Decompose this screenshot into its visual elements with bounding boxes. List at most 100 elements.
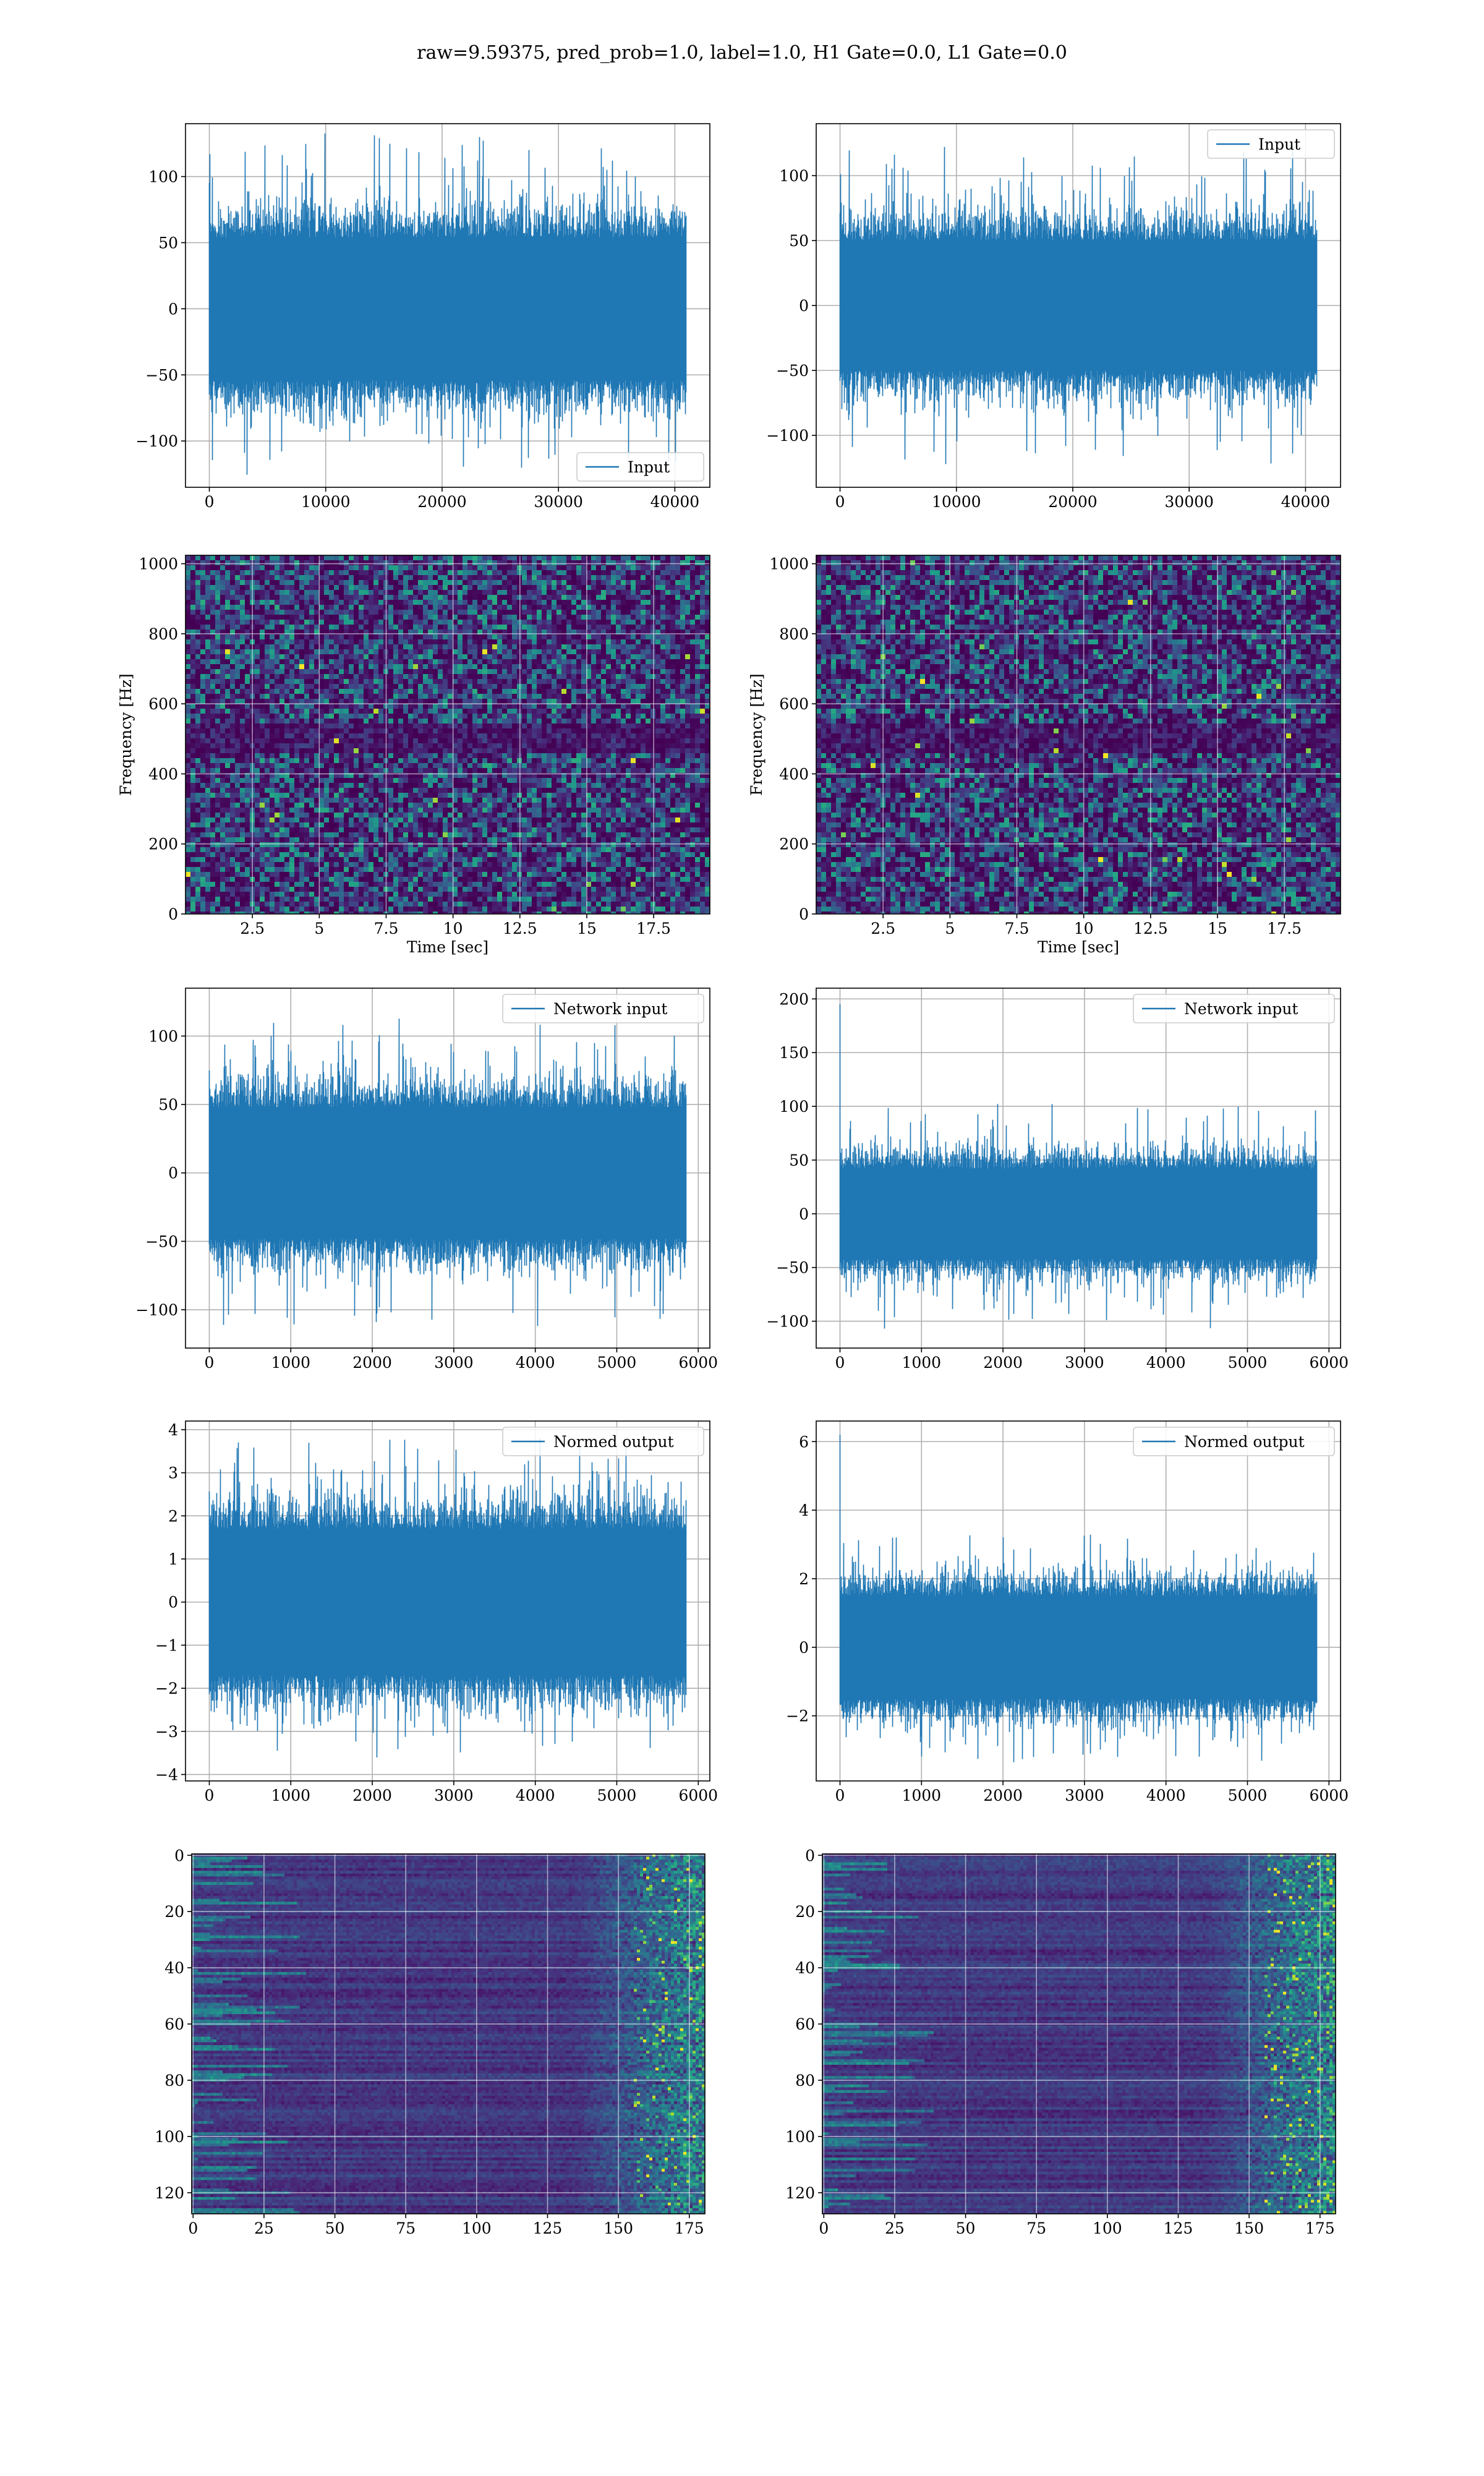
legend-label: Network input (553, 1000, 667, 1018)
xtick-label-p1: 10000 (301, 493, 351, 511)
xtick-label-p2: 40000 (1281, 493, 1331, 511)
xtick-label-p7: 2000 (352, 1787, 392, 1804)
ytick-label-p5: 100 (148, 1027, 178, 1045)
ytick-label-p6: −50 (776, 1259, 809, 1277)
xtick-label-p8: 2000 (983, 1787, 1023, 1804)
ytick-label-p5: −100 (135, 1301, 178, 1319)
xtick-label-p8: 0 (835, 1787, 845, 1804)
series-core-p6 (840, 1171, 1316, 1257)
xtick-label-p6: 0 (835, 1354, 845, 1372)
xtick-label-p3: 2.5 (240, 920, 265, 937)
xtick-label-p4: 12.5 (1133, 920, 1168, 937)
legend-p1: Input (577, 453, 704, 481)
xtick-label-p1: 40000 (650, 493, 700, 511)
xtick-label-p5: 2000 (352, 1354, 392, 1372)
xtick-label-p6: 1000 (902, 1354, 941, 1372)
xtick-label-p5: 0 (205, 1354, 215, 1372)
ytick-label-p3: 400 (148, 765, 178, 783)
ytick-label-p7: −3 (155, 1723, 178, 1741)
xtick-label-p7: 6000 (678, 1787, 718, 1804)
xtick-label-p6: 3000 (1065, 1354, 1104, 1372)
xtick-label-p10: 0 (819, 2219, 829, 2237)
ytick-label-p5: −50 (145, 1232, 178, 1250)
legend-label: Input (1258, 135, 1300, 153)
ytick-label-p10: 20 (795, 1903, 815, 1921)
xtick-label-p9: 25 (254, 2219, 274, 2237)
ytick-label-p1: 100 (148, 168, 178, 186)
xtick-label-p1: 30000 (534, 493, 583, 511)
xtick-label-p6: 5000 (1228, 1354, 1268, 1372)
xtick-label-p3: 15 (577, 920, 597, 937)
ytick-label-p10: 0 (805, 1846, 815, 1864)
ytick-label-p6: 100 (779, 1098, 809, 1116)
ytick-label-p8: 2 (799, 1570, 809, 1588)
heatmap-p3 (186, 555, 710, 917)
legend-p8: Normed output (1133, 1427, 1334, 1456)
xtick-label-p6: 4000 (1146, 1354, 1186, 1372)
ytick-label-p1: −100 (135, 432, 178, 450)
ytick-label-p2: 50 (789, 232, 809, 250)
xtick-label-p3: 10 (443, 920, 463, 937)
xtick-label-p3: 17.5 (636, 920, 671, 937)
xtick-label-p2: 30000 (1164, 493, 1214, 511)
ytick-label-p7: −1 (155, 1636, 178, 1654)
xtick-label-p10: 100 (1093, 2219, 1122, 2237)
ytick-label-p4: 400 (779, 765, 809, 783)
xtick-label-p10: 50 (956, 2219, 976, 2237)
xtick-label-p9: 125 (533, 2219, 563, 2237)
ytick-label-p6: −100 (766, 1313, 809, 1331)
ytick-label-p5: 50 (158, 1096, 178, 1114)
xtick-label-p4: 17.5 (1267, 920, 1302, 937)
xtick-label-p2: 20000 (1048, 493, 1098, 511)
xtick-label-p8: 3000 (1065, 1787, 1104, 1804)
xtick-label-p5: 4000 (516, 1354, 555, 1372)
ytick-label-p7: 0 (168, 1594, 178, 1612)
xtick-label-p2: 10000 (932, 493, 981, 511)
series-core-p1 (210, 241, 686, 377)
series-core-p5 (209, 1111, 686, 1236)
ytick-label-p7: −4 (155, 1766, 178, 1784)
ytick-label-p8: −2 (786, 1707, 809, 1725)
heatmap-p10 (822, 1854, 1336, 2214)
ytick-label-p7: 3 (168, 1464, 178, 1482)
xtick-label-p1: 20000 (417, 493, 467, 511)
ytick-label-p3: 0 (168, 905, 178, 923)
ytick-label-p10: 60 (795, 2015, 815, 2033)
ytick-label-p2: −50 (776, 362, 809, 380)
ytick-label-p8: 6 (799, 1433, 809, 1451)
ytick-label-p7: 1 (168, 1550, 178, 1568)
series-core-p7 (209, 1532, 686, 1671)
xtick-label-p8: 6000 (1309, 1787, 1349, 1804)
ytick-label-p6: 150 (779, 1044, 809, 1062)
legend-label: Normed output (553, 1433, 674, 1451)
ytick-label-p3: 800 (148, 625, 178, 643)
xtick-label-p7: 0 (205, 1787, 215, 1804)
xtick-label-p9: 0 (188, 2219, 198, 2237)
ytick-label-p5: 0 (168, 1164, 178, 1182)
xtick-label-p3: 7.5 (374, 920, 399, 937)
ytick-label-p10: 40 (795, 1959, 815, 1977)
ytick-label-p9: 80 (164, 2072, 184, 2090)
xlabel-p3: Time [sec] (407, 938, 488, 956)
heatmap-p9 (192, 1854, 706, 2214)
xtick-label-p10: 175 (1305, 2219, 1335, 2237)
ytick-label-p2: 0 (799, 297, 809, 315)
heatmap-p4 (816, 555, 1341, 917)
ytick-label-p3: 1000 (139, 555, 178, 573)
xtick-label-p10: 125 (1164, 2219, 1193, 2237)
xtick-label-p5: 3000 (434, 1354, 474, 1372)
ytick-label-p6: 50 (789, 1151, 809, 1169)
xtick-label-p8: 4000 (1146, 1787, 1186, 1804)
xtick-label-p4: 5 (945, 920, 955, 937)
xtick-label-p5: 6000 (678, 1354, 718, 1372)
ytick-label-p2: 100 (779, 167, 809, 185)
legend-label: Network input (1184, 1000, 1298, 1018)
xtick-label-p7: 3000 (434, 1787, 474, 1804)
